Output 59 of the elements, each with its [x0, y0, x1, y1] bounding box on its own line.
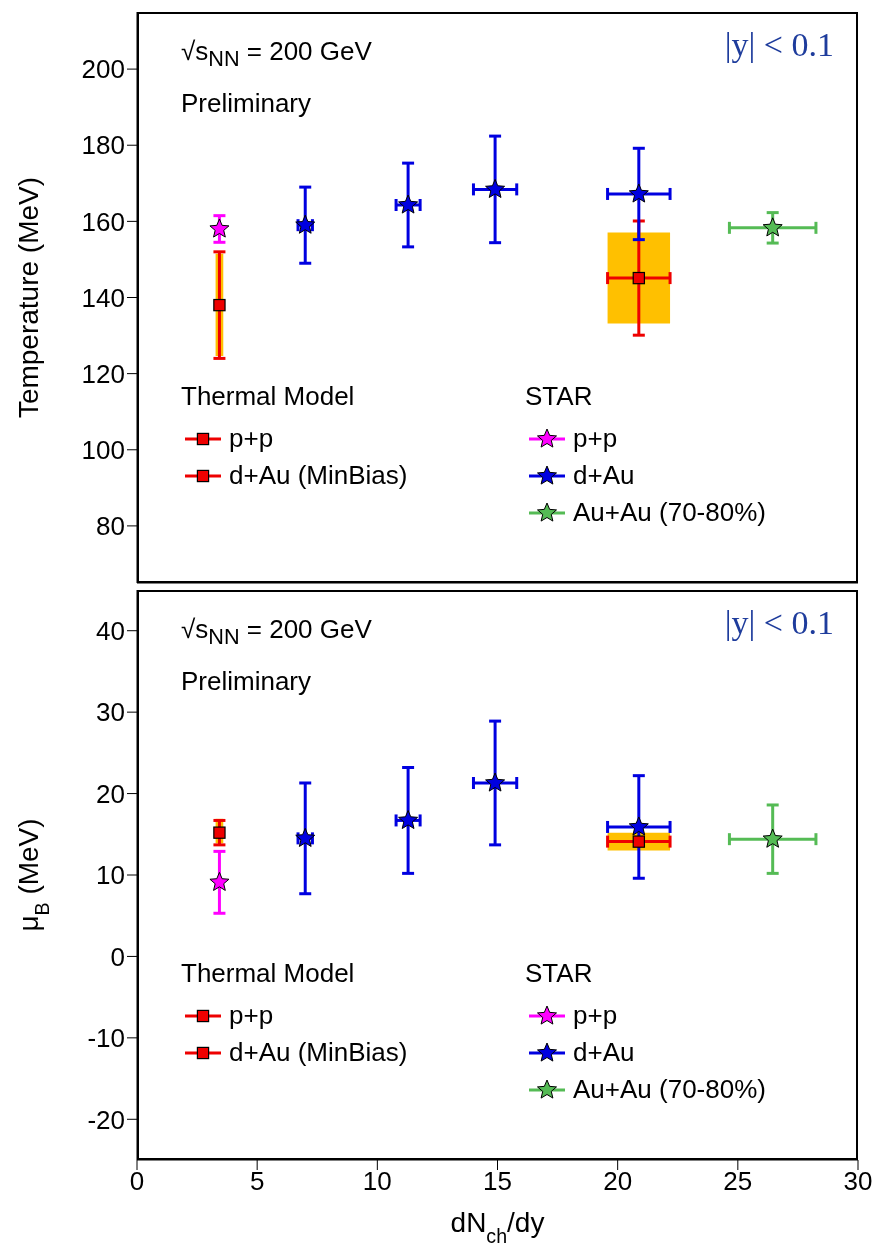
y-axis-title: Temperature (MeV) [13, 176, 44, 419]
point [398, 194, 419, 214]
x-tick-label: 30 [843, 1166, 873, 1197]
annotation: Preliminary [181, 666, 312, 697]
point [213, 826, 226, 839]
y-tick-label: 100 [81, 435, 125, 465]
x-tick-label: 15 [483, 1166, 512, 1197]
point [628, 183, 649, 203]
annotation: |y| < 0.1 [724, 26, 834, 64]
y-tick-label: 200 [81, 54, 125, 85]
y-tick-label: 80 [96, 511, 125, 542]
annotation: |y| < 0.1 [724, 604, 834, 642]
annotation: STAR [525, 380, 594, 413]
y-tick-label: 10 [96, 860, 125, 891]
y-tick-label: 30 [96, 697, 125, 728]
point [485, 178, 506, 198]
annotation: √s$_{NN}$ = 200 GeV [181, 36, 372, 73]
x-axis-title: dN$_{ch}$/dy [450, 1207, 545, 1247]
legend-label: p+p [573, 423, 618, 454]
legend-label: p+p [229, 423, 274, 454]
point [762, 828, 783, 848]
legend-label: d+Au [573, 460, 635, 491]
annotation: √s$_{NN}$ = 200 GeV [181, 614, 372, 651]
y-tick-label: 40 [96, 615, 125, 646]
y-tick-label: 140 [81, 282, 125, 313]
y-tick-label: 20 [96, 778, 125, 809]
point [209, 871, 230, 891]
y-tick-label: 160 [81, 206, 125, 237]
y-tick-label: 180 [81, 130, 125, 161]
point [398, 809, 419, 830]
y-tick-label: 0 [110, 941, 125, 972]
point [762, 217, 783, 237]
point [632, 271, 646, 285]
x-tick-label: 20 [603, 1166, 633, 1197]
legend-label: d+Au (MinBias) [229, 1037, 408, 1068]
x-tick-label: 25 [723, 1166, 753, 1197]
annotation: Thermal Model [181, 957, 356, 990]
point [209, 218, 230, 238]
legend-label: Au+Au (70-80%) [573, 497, 766, 528]
annotation: Thermal Model [181, 380, 356, 413]
y-tick-label: -10 [87, 1023, 125, 1054]
point [628, 816, 649, 836]
y-tick-label: 120 [81, 358, 125, 389]
point [213, 298, 226, 312]
x-tick-label: 5 [249, 1166, 265, 1197]
point [485, 772, 506, 792]
legend-label: d+Au (MinBias) [229, 460, 408, 491]
legend-label: d+Au [573, 1037, 635, 1068]
annotation: Preliminary [181, 88, 312, 119]
x-tick-label: 0 [129, 1166, 145, 1197]
y-tick-label: -20 [87, 1104, 125, 1135]
x-tick-label: 10 [362, 1166, 392, 1197]
point [295, 827, 316, 847]
point [295, 214, 316, 234]
point [632, 835, 646, 848]
legend-label: p+p [573, 1000, 618, 1031]
legend-label: Au+Au (70-80%) [573, 1074, 766, 1105]
legend-label: p+p [229, 1000, 274, 1031]
annotation: STAR [525, 957, 594, 990]
